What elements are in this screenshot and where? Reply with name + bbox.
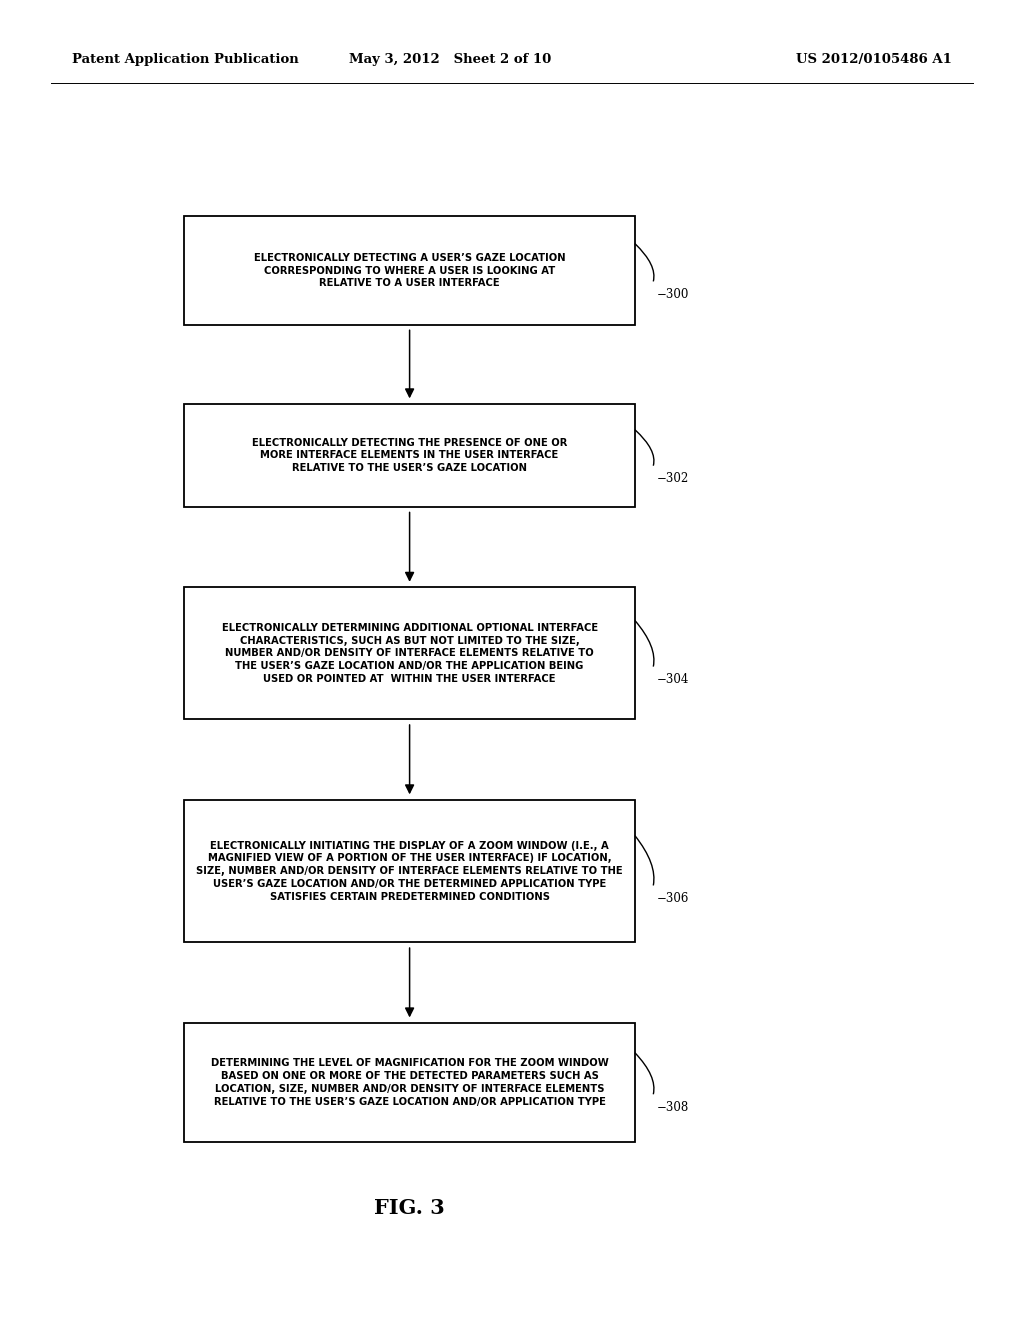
Text: −302: −302 — [656, 473, 688, 486]
FancyBboxPatch shape — [184, 216, 635, 325]
Text: May 3, 2012   Sheet 2 of 10: May 3, 2012 Sheet 2 of 10 — [349, 53, 552, 66]
Text: Patent Application Publication: Patent Application Publication — [72, 53, 298, 66]
FancyBboxPatch shape — [184, 1023, 635, 1142]
Text: −304: −304 — [656, 673, 689, 686]
Text: −308: −308 — [656, 1101, 688, 1114]
FancyBboxPatch shape — [184, 404, 635, 507]
Text: −306: −306 — [656, 892, 689, 906]
Text: US 2012/0105486 A1: US 2012/0105486 A1 — [797, 53, 952, 66]
Text: DETERMINING THE LEVEL OF MAGNIFICATION FOR THE ZOOM WINDOW
BASED ON ONE OR MORE : DETERMINING THE LEVEL OF MAGNIFICATION F… — [211, 1059, 608, 1106]
Text: ELECTRONICALLY DETERMINING ADDITIONAL OPTIONAL INTERFACE
CHARACTERISTICS, SUCH A: ELECTRONICALLY DETERMINING ADDITIONAL OP… — [221, 623, 598, 684]
Text: FIG. 3: FIG. 3 — [374, 1197, 445, 1218]
Text: ELECTRONICALLY DETECTING THE PRESENCE OF ONE OR
MORE INTERFACE ELEMENTS IN THE U: ELECTRONICALLY DETECTING THE PRESENCE OF… — [252, 438, 567, 473]
FancyBboxPatch shape — [184, 587, 635, 719]
Text: ELECTRONICALLY INITIATING THE DISPLAY OF A ZOOM WINDOW (I.E., A
MAGNIFIED VIEW O: ELECTRONICALLY INITIATING THE DISPLAY OF… — [197, 841, 623, 902]
FancyBboxPatch shape — [184, 800, 635, 942]
Text: ELECTRONICALLY DETECTING A USER’S GAZE LOCATION
CORRESPONDING TO WHERE A USER IS: ELECTRONICALLY DETECTING A USER’S GAZE L… — [254, 253, 565, 288]
Text: −300: −300 — [656, 288, 689, 301]
